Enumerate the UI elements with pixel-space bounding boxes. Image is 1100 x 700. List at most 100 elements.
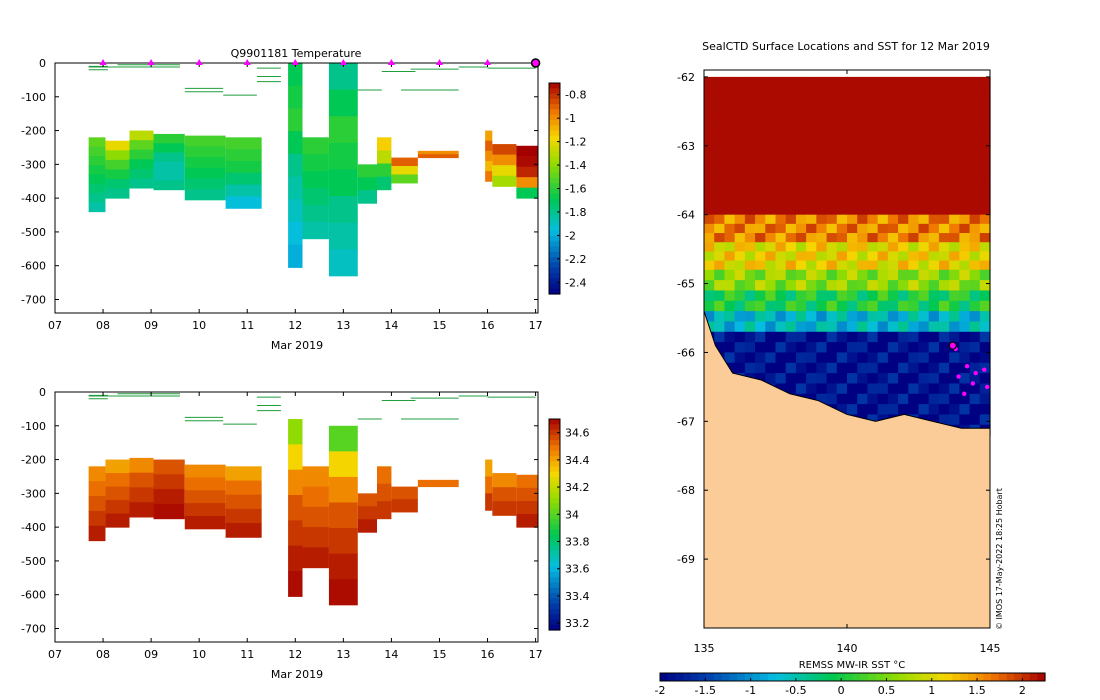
sst-cell	[836, 126, 848, 137]
profile-cell	[153, 171, 185, 181]
sst-cell	[836, 269, 848, 281]
sst-cell	[836, 362, 848, 374]
sst-cell	[857, 116, 869, 127]
profile-cell	[328, 196, 358, 224]
sst-cell	[775, 311, 787, 323]
x-tick-label: 10	[192, 319, 206, 332]
sst-cell	[775, 290, 787, 302]
colorbar-swatch	[549, 125, 560, 132]
profile-cell	[129, 149, 154, 160]
sst-cell	[928, 300, 940, 312]
sst-cell	[847, 76, 858, 88]
sst-cell	[847, 106, 858, 117]
sst-cell	[806, 233, 817, 243]
sst-cell	[816, 280, 828, 292]
sst-cell	[877, 165, 889, 176]
profile-cell	[516, 187, 538, 199]
sst-cell	[765, 233, 777, 243]
sst-cell	[714, 106, 726, 117]
sst-cell	[765, 342, 777, 354]
sst-cell	[734, 280, 746, 292]
sst-cell	[704, 269, 715, 281]
sst-cell	[785, 223, 797, 234]
sst-cell	[795, 342, 807, 354]
sst-cell	[765, 204, 777, 216]
sst-cell	[785, 175, 797, 186]
sst-cell	[928, 145, 940, 157]
profile-cell	[184, 490, 226, 504]
sst-cell	[744, 300, 756, 312]
sst-cell	[928, 165, 940, 176]
sst-cell	[775, 269, 787, 281]
sst-cell	[908, 76, 920, 88]
sst-cell	[959, 331, 971, 343]
sst-cell	[734, 352, 746, 364]
sst-cell	[836, 321, 848, 333]
profile-cell	[492, 154, 517, 166]
sst-cell	[785, 214, 797, 225]
sst-cell	[979, 300, 991, 312]
sst-cell	[765, 135, 777, 147]
temperature-x-label: Mar 2019	[271, 339, 323, 352]
sst-cell	[755, 214, 766, 225]
sst-cell	[877, 280, 889, 292]
sst-cell	[806, 373, 817, 385]
x-tick-label: 135	[694, 642, 715, 655]
profile-cell	[225, 466, 262, 482]
sst-cell	[979, 251, 991, 262]
sst-cell	[734, 194, 746, 206]
sst-cell	[775, 300, 787, 312]
sst-cell	[785, 242, 797, 253]
profile-cell	[129, 159, 154, 170]
sst-cell	[744, 260, 756, 271]
sst-cell	[979, 223, 991, 234]
colorbar-swatch	[549, 162, 560, 168]
sst-cell	[969, 362, 981, 374]
colorbar-swatch	[891, 673, 900, 681]
sst-cell	[816, 242, 828, 253]
sst-cell	[795, 185, 807, 196]
sst-cell	[826, 393, 838, 405]
sst-cell	[928, 393, 940, 405]
sst-cell	[959, 280, 971, 292]
temperature-title: Q9901181 Temperature	[231, 47, 362, 60]
sst-cell	[949, 86, 960, 98]
sst-cell	[744, 251, 756, 262]
sst-cell	[877, 96, 889, 108]
sst-cell	[765, 352, 777, 364]
colorbar-swatch	[944, 673, 954, 681]
colorbar-swatch	[549, 571, 560, 578]
sst-cell	[775, 352, 787, 364]
colorbar-tick-label: -2.2	[565, 253, 586, 266]
profile-cell	[184, 503, 226, 517]
sst-cell	[918, 233, 930, 243]
sst-cell	[959, 300, 971, 312]
sst-cell	[755, 175, 766, 186]
sst-cell	[806, 300, 817, 312]
x-tick-label: 17	[529, 648, 543, 661]
profile-cell	[153, 133, 185, 144]
sst-cell	[969, 233, 981, 243]
sst-cell	[734, 362, 746, 374]
sst-cell	[908, 383, 920, 395]
sst-cell	[938, 194, 950, 206]
sst-cell	[887, 76, 899, 88]
sst-cell	[959, 290, 971, 302]
profile-cell	[391, 174, 418, 184]
sst-cell	[785, 145, 797, 157]
sst-cell	[867, 383, 879, 395]
profile-cell	[377, 483, 392, 502]
colorbar-swatch	[549, 199, 560, 205]
colorbar-swatch	[790, 673, 800, 681]
sst-cell	[775, 214, 787, 225]
colorbar-swatch	[549, 482, 560, 489]
sst-cell	[898, 185, 909, 196]
profile-cell	[516, 487, 538, 502]
sst-cell	[836, 194, 848, 206]
sst-cell	[765, 251, 777, 262]
sst-cell	[795, 290, 807, 302]
sst-cell	[887, 165, 899, 176]
profile-cell	[225, 508, 262, 524]
sst-cell	[816, 165, 828, 176]
sst-cell	[969, 321, 981, 333]
